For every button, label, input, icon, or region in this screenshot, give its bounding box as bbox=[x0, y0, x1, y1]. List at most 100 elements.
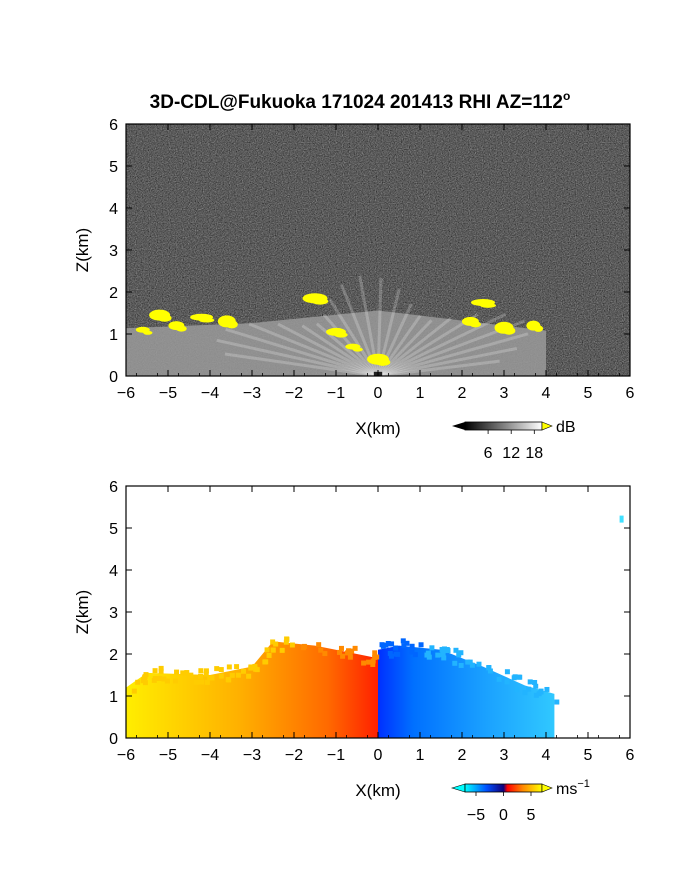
velocity-speck bbox=[412, 652, 418, 658]
y-tick-label: 2 bbox=[109, 647, 118, 664]
saturated-patch bbox=[176, 325, 187, 332]
velocity-speck bbox=[372, 650, 378, 656]
velocity-speck bbox=[469, 662, 475, 668]
x-tick-label: 1 bbox=[416, 747, 425, 764]
velocity-speck bbox=[336, 649, 342, 655]
colorbar-tick-label: 5 bbox=[527, 807, 536, 824]
velocity-specks bbox=[131, 636, 560, 705]
colorbar-under-arrow bbox=[452, 422, 465, 430]
velocity-speck bbox=[279, 647, 285, 653]
receding-echo bbox=[378, 645, 555, 738]
isolated-echo-point bbox=[619, 515, 624, 523]
velocity-speck bbox=[533, 692, 539, 698]
velocity-speck bbox=[218, 673, 224, 679]
backscatter-y-label: Z(km) bbox=[73, 228, 92, 272]
velocity-x-ticks: −6 −5 −4 −3 −2 −1 0 1 2 3 4 5 6 bbox=[117, 486, 635, 764]
velocity-speck bbox=[532, 679, 538, 685]
velocity-speck bbox=[409, 643, 415, 649]
velocity-speck bbox=[347, 654, 353, 660]
velocity-speck bbox=[554, 699, 560, 705]
velocity-speck bbox=[512, 674, 518, 680]
fan-ray bbox=[225, 327, 379, 376]
velocity-speck bbox=[370, 658, 376, 664]
velocity-speck bbox=[544, 686, 550, 692]
saturated-patches bbox=[135, 293, 544, 366]
colorbar-unit: dB bbox=[556, 419, 576, 436]
colorbar-ramp bbox=[464, 421, 543, 431]
velocity-speck bbox=[301, 643, 307, 649]
velocity-speck bbox=[207, 675, 213, 681]
velocity-speck bbox=[157, 675, 163, 681]
velocity-speck bbox=[340, 653, 346, 659]
velocity-field bbox=[126, 486, 630, 738]
x-tick-label: −1 bbox=[327, 385, 345, 402]
velocity-speck bbox=[401, 643, 407, 649]
saturated-patch bbox=[533, 325, 544, 332]
x-tick-label: −3 bbox=[243, 747, 261, 764]
velocity-speck bbox=[173, 678, 179, 684]
velocity-y-ticks: 0 1 2 3 4 5 6 bbox=[109, 479, 630, 748]
velocity-speck bbox=[283, 639, 289, 645]
velocity-speck bbox=[226, 664, 232, 670]
velocity-speck bbox=[174, 669, 180, 675]
velocity-speck bbox=[246, 673, 252, 679]
velocity-speck bbox=[266, 652, 272, 658]
colorbar-tick-label: 18 bbox=[525, 445, 543, 462]
velocity-speck bbox=[487, 668, 493, 674]
x-tick-label: −5 bbox=[159, 747, 177, 764]
velocity-speck bbox=[270, 639, 276, 645]
x-tick-label: −4 bbox=[201, 385, 219, 402]
colorbar-over-arrow bbox=[541, 421, 553, 431]
colorbar-tick-label: 12 bbox=[502, 445, 520, 462]
x-tick-label: −6 bbox=[117, 385, 135, 402]
velocity-speck bbox=[240, 668, 246, 674]
velocity-speck bbox=[458, 662, 464, 668]
velocity-speck bbox=[352, 645, 358, 651]
velocity-speck bbox=[225, 677, 231, 683]
saturated-patch bbox=[480, 303, 496, 308]
velocity-speck bbox=[440, 651, 446, 657]
colorbar-unit: ms−1 bbox=[556, 778, 590, 798]
velocity-speck bbox=[203, 668, 209, 674]
y-tick-label: 5 bbox=[109, 159, 118, 176]
velocity-speck bbox=[135, 679, 141, 685]
x-tick-label: 6 bbox=[626, 747, 635, 764]
fan-ray bbox=[377, 317, 452, 376]
y-tick-label: 0 bbox=[109, 369, 118, 386]
velocity-speck bbox=[264, 647, 270, 653]
velocity-speck bbox=[229, 672, 235, 678]
velocity-speck bbox=[441, 655, 447, 661]
y-tick-label: 0 bbox=[109, 731, 118, 748]
velocity-speck bbox=[526, 686, 532, 692]
colorbar-tick-label: −5 bbox=[467, 807, 485, 824]
approaching-echo bbox=[126, 641, 378, 738]
velocity-speck bbox=[366, 659, 372, 665]
velocity-speck bbox=[273, 641, 279, 647]
fan-ray bbox=[328, 299, 380, 376]
y-tick-label: 6 bbox=[109, 479, 118, 496]
x-tick-label: −6 bbox=[117, 747, 135, 764]
fan-ray bbox=[216, 338, 379, 376]
velocity-speck bbox=[504, 669, 510, 675]
velocity-speck bbox=[388, 653, 394, 659]
velocity-speck bbox=[380, 643, 386, 649]
velocity-speck bbox=[204, 679, 210, 685]
velocity-speck bbox=[522, 690, 528, 696]
velocity-speck bbox=[400, 638, 406, 644]
saturated-patch bbox=[352, 347, 363, 352]
velocity-speck bbox=[393, 645, 399, 651]
velocity-speck bbox=[370, 661, 376, 667]
velocity-speck bbox=[347, 650, 353, 656]
velocity-speck bbox=[538, 688, 544, 694]
fan-ray bbox=[377, 346, 518, 376]
bright-fan bbox=[252, 292, 504, 376]
velocity-speck bbox=[235, 672, 241, 678]
colorbar-tick-label: 0 bbox=[499, 807, 508, 824]
velocity-speck bbox=[404, 640, 410, 646]
fan-ray bbox=[377, 332, 529, 376]
velocity-speck bbox=[151, 677, 157, 683]
velocity-speck bbox=[387, 650, 393, 656]
velocity-x-label: X(km) bbox=[355, 781, 400, 800]
